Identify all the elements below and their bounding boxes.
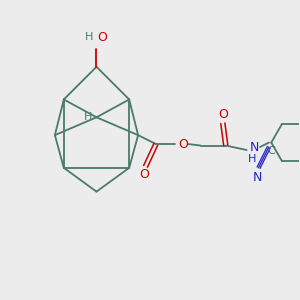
Text: O: O	[98, 31, 107, 44]
Text: N: N	[249, 140, 259, 154]
Text: H: H	[83, 112, 92, 122]
Text: O: O	[218, 108, 228, 122]
Text: N: N	[252, 171, 262, 184]
Text: C: C	[267, 146, 275, 156]
Text: O: O	[139, 168, 149, 181]
Text: O: O	[178, 138, 188, 151]
Text: H: H	[85, 32, 93, 42]
Text: H: H	[248, 154, 257, 164]
